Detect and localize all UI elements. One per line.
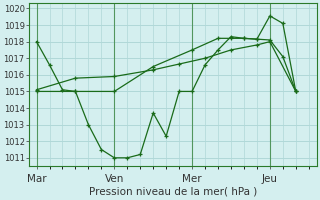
X-axis label: Pression niveau de la mer( hPa ): Pression niveau de la mer( hPa )	[89, 187, 257, 197]
